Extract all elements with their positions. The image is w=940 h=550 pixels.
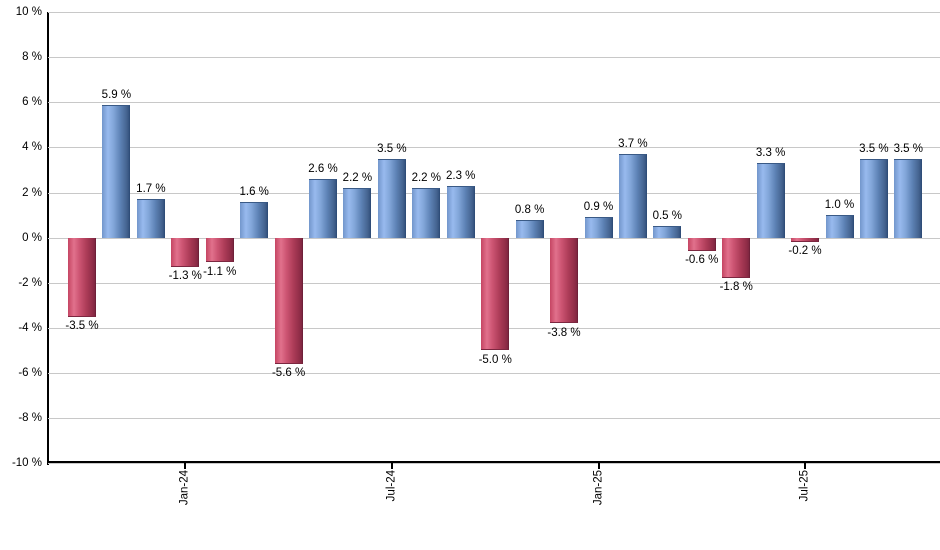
- y-axis-tick-label: -10 %: [11, 457, 42, 470]
- bar-value-label: 3.5 %: [893, 142, 924, 155]
- bar-Oct-25: [894, 158, 923, 238]
- bar-value-label: 0.9 %: [583, 201, 614, 214]
- bar-value-label: 2.6 %: [308, 163, 338, 175]
- gridline: [48, 192, 940, 194]
- y-axis-tick-label: 0 %: [22, 231, 42, 244]
- y-axis-tick-label: 4 %: [22, 141, 42, 154]
- bar-value-label: -1.8 %: [719, 281, 753, 294]
- bar-Apr-25: [687, 237, 716, 252]
- bar-Dec-24: [550, 237, 578, 324]
- x-axis-tick: [184, 461, 187, 469]
- bar-value-label: 2.3 %: [445, 169, 476, 182]
- bar-Nov-24: [515, 219, 544, 238]
- gridline: [48, 463, 940, 465]
- bar-Jan-24: [171, 237, 200, 267]
- bar-value-label: 3.5 %: [377, 142, 407, 155]
- bar-May-24: [309, 179, 337, 238]
- bar-value-label: 0.8 %: [514, 203, 545, 216]
- bar-value-label: -5.0 %: [478, 353, 512, 366]
- y-axis-tick-label: -2 %: [18, 276, 42, 289]
- bar-value-label: -3.5 %: [65, 319, 99, 332]
- x-axis-tick-label: Jan-24: [178, 470, 191, 506]
- bar-Nov-23: [102, 104, 131, 238]
- bar-Apr-24: [274, 237, 303, 365]
- bar-value-label: 1.7 %: [136, 183, 166, 196]
- bar-Jan-25: [584, 217, 613, 238]
- bar-Aug-24: [412, 188, 441, 238]
- bar-value-label: -0.2 %: [788, 245, 822, 258]
- y-axis-tick-label: 2 %: [22, 186, 42, 199]
- y-axis-tick-label: 6 %: [22, 96, 42, 109]
- gridline: [48, 147, 940, 149]
- bar-Mar-24: [240, 201, 269, 238]
- gridline: [48, 373, 940, 375]
- bar-Sep-25: [859, 158, 888, 238]
- gridline: [48, 418, 940, 420]
- y-axis-tick-label: -8 %: [18, 412, 42, 425]
- gridline: [48, 102, 940, 104]
- bar-Oct-23: [68, 237, 96, 317]
- y-axis-tick-label: 8 %: [22, 51, 42, 64]
- bar-Dec-23: [136, 199, 165, 238]
- bar-Jul-24: [377, 158, 406, 238]
- bar-value-label: -0.6 %: [685, 254, 719, 267]
- bar-Jul-25: [791, 237, 819, 243]
- y-axis-tick-label: -6 %: [18, 367, 42, 380]
- bar-value-label: -1.3 %: [168, 270, 202, 282]
- y-axis-tick-label: 10 %: [15, 6, 42, 18]
- bar-value-label: 0.5 %: [652, 210, 683, 223]
- bar-Jun-24: [343, 188, 372, 238]
- bar-value-label: -5.6 %: [271, 367, 306, 380]
- bar-value-label: 1.0 %: [824, 199, 855, 212]
- x-axis-tick-label: Jan-25: [592, 470, 604, 506]
- bar-Mar-25: [653, 226, 682, 238]
- x-axis-tick: [597, 461, 600, 469]
- bar-value-label: -1.1 %: [203, 265, 237, 278]
- bar-value-label: 1.6 %: [239, 185, 269, 198]
- bar-value-label: -3.8 %: [547, 326, 581, 339]
- bar-value-label: 3.5 %: [859, 142, 889, 155]
- bar-Aug-25: [825, 215, 854, 238]
- gridline: [48, 57, 940, 59]
- x-axis-tick-label: Jul-25: [798, 470, 811, 502]
- bar-value-label: 2.2 %: [411, 172, 442, 184]
- x-axis-line: [47, 461, 940, 464]
- bar-value-label: 3.3 %: [755, 147, 786, 160]
- bar-May-25: [722, 237, 751, 279]
- bar-value-label: 3.7 %: [618, 138, 648, 151]
- bar-Jun-25: [756, 163, 785, 238]
- bar-Feb-24: [205, 237, 234, 263]
- gridline: [48, 12, 940, 13]
- bar-Oct-24: [481, 237, 510, 351]
- bar-Feb-25: [618, 154, 647, 238]
- x-axis-tick: [390, 461, 393, 469]
- bar-Sep-24: [446, 185, 475, 238]
- bar-value-label: 5.9 %: [101, 88, 132, 101]
- x-axis-tick-label: Jul-24: [385, 470, 398, 502]
- bar-value-label: 2.2 %: [342, 172, 373, 184]
- x-axis-tick: [804, 461, 806, 469]
- y-axis-tick-label: -4 %: [18, 322, 42, 334]
